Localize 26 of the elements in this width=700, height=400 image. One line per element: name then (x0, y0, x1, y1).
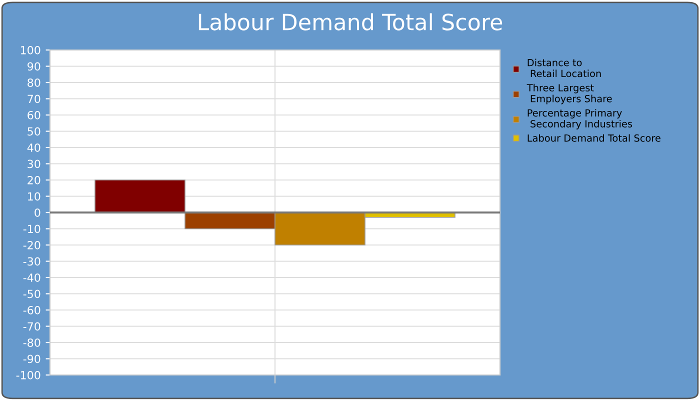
legend-label: Percentage Primary Secondary Industries (528, 109, 632, 130)
y-tick-label: 30 (28, 160, 40, 168)
legend-label: Three Largest Employers Share (526, 84, 612, 104)
y-tick-label: 60 (28, 110, 40, 120)
y-tick-label: 100 (20, 46, 40, 54)
y-tick-label: -30 (23, 257, 40, 266)
legend-label: Labour Demand Total Score (528, 134, 660, 142)
y-tick-label: -10 (23, 224, 40, 234)
y-tick-label: -100 (16, 370, 40, 380)
y-tick-label: -20 (23, 240, 40, 250)
y-tick-label: -70 (23, 322, 40, 331)
y-tick-label: 0 (34, 208, 40, 217)
y-tick-label: -90 (23, 354, 40, 364)
y-tick-label: 40 (27, 143, 40, 152)
y-tick-label: 20 (28, 176, 40, 184)
y-tick-label: 70 (28, 94, 40, 104)
y-tick-label: -40 (23, 273, 40, 282)
y-tick-label: -80 (23, 338, 40, 347)
y-tick-label: -60 (23, 306, 40, 314)
y-tick-label: 10 (28, 192, 40, 201)
chart-title: Labour Demand Total Score (198, 13, 502, 30)
y-tick-label: -50 (23, 290, 40, 298)
y-tick-label: 80 (28, 78, 40, 87)
y-tick-label: 90 (28, 62, 40, 71)
y-tick-label: 50 (28, 127, 40, 136)
legend-label: Distance to Retail Location (528, 58, 601, 78)
